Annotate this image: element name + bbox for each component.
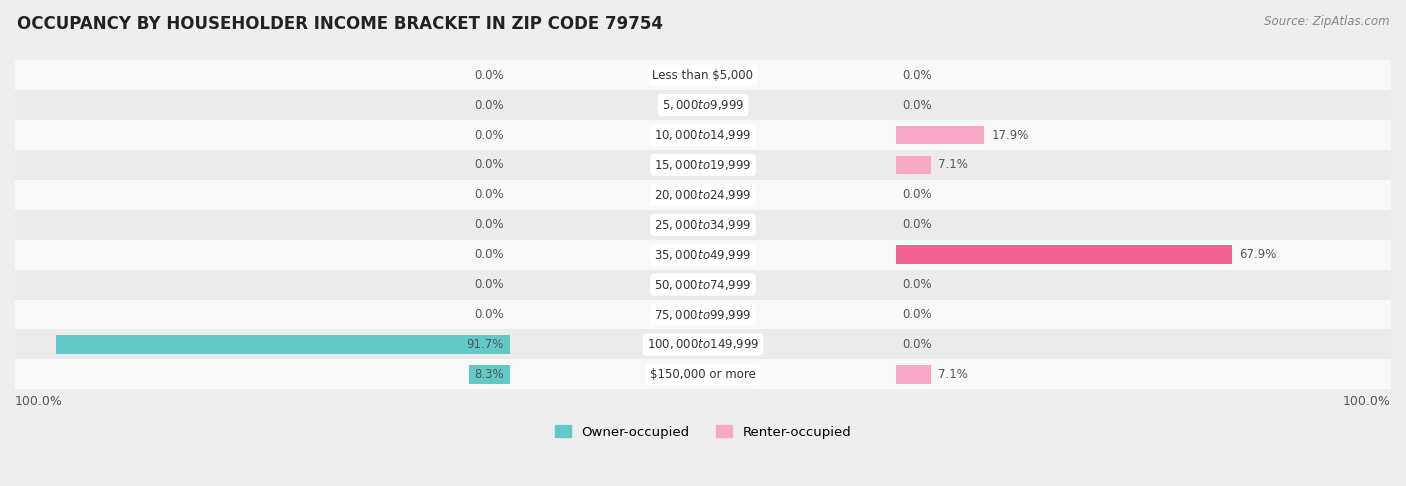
Bar	[15, 120, 1391, 150]
Text: 7.1%: 7.1%	[938, 158, 967, 172]
Bar	[15, 210, 1391, 240]
Text: 0.0%: 0.0%	[474, 99, 503, 112]
Text: 0.0%: 0.0%	[474, 218, 503, 231]
Text: OCCUPANCY BY HOUSEHOLDER INCOME BRACKET IN ZIP CODE 79754: OCCUPANCY BY HOUSEHOLDER INCOME BRACKET …	[17, 15, 662, 33]
Text: $75,000 to $99,999: $75,000 to $99,999	[654, 308, 752, 322]
Text: 0.0%: 0.0%	[474, 158, 503, 172]
Text: Less than $5,000: Less than $5,000	[652, 69, 754, 82]
Text: 0.0%: 0.0%	[903, 338, 932, 351]
Bar	[470, 365, 510, 383]
Text: 0.0%: 0.0%	[474, 248, 503, 261]
Text: 0.0%: 0.0%	[474, 278, 503, 291]
Bar	[15, 60, 1391, 90]
Text: 0.0%: 0.0%	[903, 218, 932, 231]
Legend: Owner-occupied, Renter-occupied: Owner-occupied, Renter-occupied	[550, 420, 856, 444]
Bar	[15, 180, 1391, 210]
Text: 67.9%: 67.9%	[1239, 248, 1277, 261]
Text: $50,000 to $74,999: $50,000 to $74,999	[654, 278, 752, 292]
Text: $10,000 to $14,999: $10,000 to $14,999	[654, 128, 752, 142]
Bar	[15, 299, 1391, 330]
Text: $5,000 to $9,999: $5,000 to $9,999	[662, 98, 744, 112]
Bar	[15, 90, 1391, 120]
Text: 0.0%: 0.0%	[474, 189, 503, 201]
Text: 8.3%: 8.3%	[474, 368, 503, 381]
Text: 0.0%: 0.0%	[474, 69, 503, 82]
Text: $100,000 to $149,999: $100,000 to $149,999	[647, 337, 759, 351]
Text: 7.1%: 7.1%	[938, 368, 967, 381]
Text: $25,000 to $34,999: $25,000 to $34,999	[654, 218, 752, 232]
Bar	[15, 330, 1391, 359]
Text: 0.0%: 0.0%	[903, 278, 932, 291]
Text: 0.0%: 0.0%	[903, 99, 932, 112]
Text: 0.0%: 0.0%	[474, 128, 503, 141]
Text: $35,000 to $49,999: $35,000 to $49,999	[654, 248, 752, 261]
Text: 17.9%: 17.9%	[991, 128, 1029, 141]
Text: 0.0%: 0.0%	[903, 69, 932, 82]
Text: 0.0%: 0.0%	[903, 308, 932, 321]
Text: 100.0%: 100.0%	[15, 395, 63, 408]
Text: $15,000 to $19,999: $15,000 to $19,999	[654, 158, 752, 172]
Bar	[896, 126, 984, 144]
Bar	[896, 156, 931, 174]
Text: 0.0%: 0.0%	[903, 189, 932, 201]
Bar	[15, 240, 1391, 270]
Text: 100.0%: 100.0%	[1343, 395, 1391, 408]
Bar	[15, 150, 1391, 180]
Text: Source: ZipAtlas.com: Source: ZipAtlas.com	[1264, 15, 1389, 28]
Bar	[896, 365, 931, 383]
Text: 91.7%: 91.7%	[467, 338, 503, 351]
Text: $150,000 or more: $150,000 or more	[650, 368, 756, 381]
Bar	[896, 245, 1232, 264]
Bar	[15, 359, 1391, 389]
Text: $20,000 to $24,999: $20,000 to $24,999	[654, 188, 752, 202]
Bar	[15, 270, 1391, 299]
Bar	[56, 335, 510, 354]
Text: 0.0%: 0.0%	[474, 308, 503, 321]
